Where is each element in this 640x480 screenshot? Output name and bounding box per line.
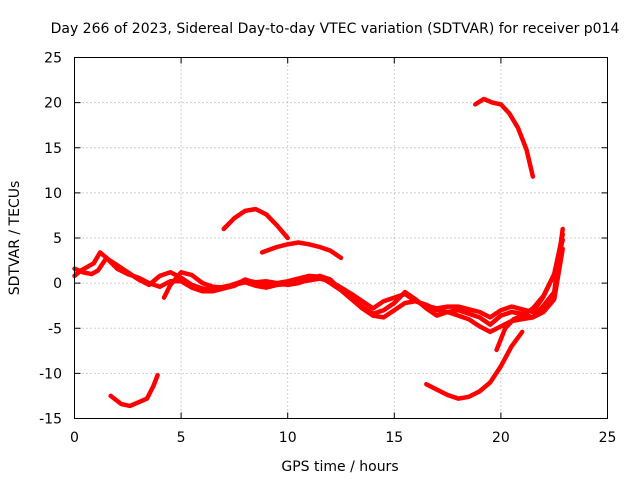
y-tick-label: 25	[44, 51, 62, 67]
x-tick-label: 0	[70, 430, 79, 446]
x-tick-label: 5	[177, 430, 186, 446]
x-tick-label: 20	[492, 430, 510, 446]
axis-ticks	[74, 57, 608, 419]
series-arc-7	[424, 329, 525, 401]
series-arc-3	[161, 246, 565, 335]
y-tick-label: 5	[53, 231, 62, 247]
y-tick-label: -10	[39, 366, 62, 382]
y-axis-label: SDTVAR / TECUs	[7, 181, 23, 296]
x-axis-label: GPS time / hours	[281, 459, 398, 475]
y-tick-label: 15	[44, 141, 62, 157]
grid	[74, 57, 608, 419]
series-arc-6	[108, 372, 160, 409]
x-tick-labels: 0 5 10 15 20 25	[70, 430, 616, 446]
plot-frame	[74, 57, 608, 419]
series-arc-8	[473, 96, 536, 179]
y-tick-label: 10	[44, 186, 62, 202]
chart-title: Day 266 of 2023, Sidereal Day-to-day VTE…	[51, 21, 620, 37]
x-tick-label: 15	[385, 430, 403, 446]
x-tick-label: 25	[599, 430, 617, 446]
series-arc-9	[494, 232, 565, 353]
y-tick-label: 0	[53, 276, 62, 292]
y-tick-label: -15	[39, 412, 62, 428]
series-arc-5	[259, 240, 344, 261]
y-tick-labels: -15 -10 -5 0 5 10 15 20 25	[39, 51, 62, 428]
y-tick-label: -5	[48, 321, 62, 337]
x-tick-label: 10	[279, 430, 297, 446]
y-tick-label: 20	[44, 96, 62, 112]
series-arc-4	[221, 206, 290, 241]
series-group	[72, 96, 565, 409]
